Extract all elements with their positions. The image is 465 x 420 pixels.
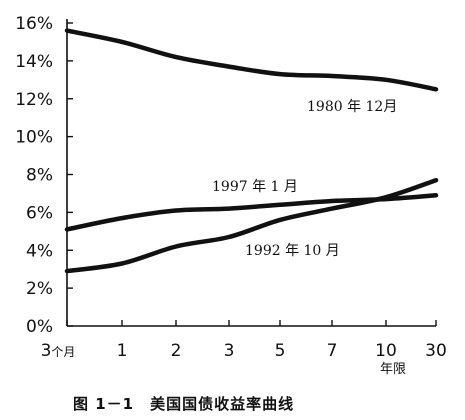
y-tick-label: 10%: [15, 128, 53, 148]
y-tick-label: 14%: [15, 52, 53, 72]
x-tick-label: 3: [224, 341, 235, 361]
x-tick-label: 5: [275, 341, 286, 361]
y-tick-label: 6%: [26, 203, 53, 223]
x-tick-label: 7: [327, 341, 338, 361]
x-axis: 3个月 1 2 3 5 7 10 30: [41, 320, 447, 361]
figure-caption: 图 1－1 美国国债收益率曲线: [73, 395, 294, 413]
x-tick-label: 10: [375, 341, 397, 361]
series-label: 1992 年 10 月: [245, 243, 340, 259]
series-label: 1997 年 1 月: [212, 179, 298, 195]
x-tick-label: 2: [171, 341, 182, 361]
series-line-1980-dec: [64, 28, 439, 92]
x-tick-label: 30: [425, 341, 447, 361]
y-tick-label: 4%: [26, 241, 53, 261]
series-label: 1980 年 12月: [307, 99, 397, 115]
y-tick-label: 12%: [15, 90, 53, 110]
y-axis: 0% 2% 4% 6% 8% 10% 12% 14% 16%: [15, 14, 73, 337]
y-tick-label: 0%: [26, 317, 53, 337]
series-labels: 1980 年 12月 1997 年 1 月 1992 年 10 月: [212, 99, 397, 259]
x-tick-label: 1: [117, 341, 128, 361]
x-tick-label: 3个月: [41, 341, 76, 361]
x-axis-unit-label: 年限: [380, 362, 406, 377]
y-tick-label: 8%: [26, 166, 53, 186]
series-line-1992-oct: [64, 177, 439, 274]
y-tick-label: 16%: [15, 14, 53, 34]
y-tick-label: 2%: [26, 279, 53, 299]
series-lines: [64, 28, 439, 274]
